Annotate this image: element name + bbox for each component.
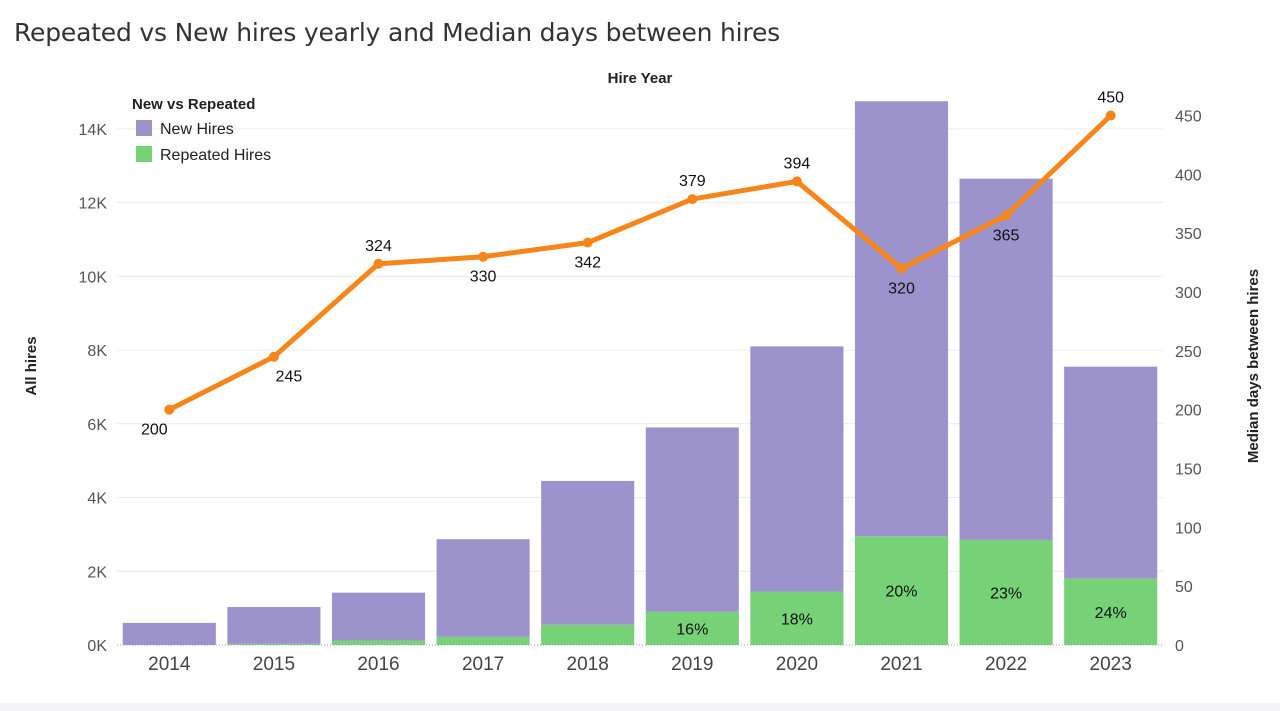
median-days-label: 200	[141, 422, 168, 439]
bar-new-hires	[750, 346, 844, 592]
bar-repeated-hires	[854, 536, 949, 645]
bar-new-hires	[541, 480, 635, 625]
y2-tick-label: 0	[1175, 638, 1184, 655]
bar-repeated-hires	[1064, 578, 1158, 645]
bar-new-hires	[959, 178, 1053, 540]
x-tick-label: 2017	[462, 654, 504, 675]
y-axis-title: All hires	[23, 336, 40, 395]
y-tick-label: 0K	[87, 638, 107, 655]
x-tick-label: 2018	[567, 654, 609, 675]
median-days-point	[791, 176, 802, 187]
y2-tick-label: 400	[1175, 167, 1202, 184]
legend-label-new-hires: New Hires	[160, 121, 234, 138]
median-days-label: 245	[276, 369, 303, 386]
bar-new-hires	[854, 101, 949, 537]
x-tick-label: 2022	[985, 654, 1027, 675]
y2-tick-label: 100	[1175, 520, 1202, 537]
median-days-label: 450	[1097, 90, 1124, 107]
repeated-share-label: 23%	[990, 585, 1022, 602]
repeated-share-label: 24%	[1095, 605, 1127, 622]
x-tick-label: 2016	[357, 654, 399, 675]
repeated-share-label: 18%	[781, 611, 813, 628]
median-days-label: 365	[993, 228, 1020, 245]
y2-tick-label: 250	[1175, 344, 1202, 361]
bar-new-hires	[331, 592, 426, 641]
y-tick-label: 14K	[79, 122, 108, 139]
bar-new-hires	[122, 622, 216, 645]
bar-repeated-hires	[750, 591, 844, 645]
median-days-label: 394	[784, 155, 811, 172]
y2-tick-label: 350	[1175, 226, 1202, 243]
y2-tick-label: 300	[1175, 285, 1202, 302]
median-days-point	[1001, 210, 1012, 221]
median-days-label: 330	[470, 269, 497, 286]
y-tick-label: 10K	[79, 269, 108, 286]
bar-new-hires	[436, 539, 530, 637]
median-days-point	[1105, 110, 1116, 121]
x-tick-label: 2023	[1090, 654, 1132, 675]
legend-swatch-new-hires	[136, 120, 152, 136]
median-days-point	[582, 237, 593, 248]
y2-tick-label: 450	[1175, 109, 1202, 126]
median-days-label: 379	[679, 173, 706, 190]
chart-title: Repeated vs New hires yearly and Median …	[14, 18, 780, 47]
y2-axis-title: Median days between hires	[1245, 269, 1262, 463]
y2-tick-label: 150	[1175, 462, 1202, 479]
median-days-point	[268, 351, 279, 362]
y-tick-label: 6K	[87, 417, 107, 434]
x-tick-label: 2019	[671, 654, 713, 675]
repeated-share-label: 16%	[676, 621, 708, 638]
bar-repeated-hires	[436, 636, 530, 645]
repeated-share-label: 20%	[885, 584, 917, 601]
y-tick-label: 8K	[87, 343, 107, 360]
median-days-point	[896, 263, 907, 274]
x-tick-label: 2020	[776, 654, 818, 675]
bar-repeated-hires	[227, 643, 321, 645]
bar-new-hires	[227, 607, 321, 644]
bar-repeated-hires	[959, 539, 1053, 645]
median-days-line	[166, 113, 1114, 413]
top-axis-title: Hire Year	[608, 70, 673, 87]
legend-title: New vs Repeated	[132, 96, 255, 113]
bar-repeated-hires	[331, 640, 426, 645]
bottom-strip	[0, 703, 1280, 711]
bar-repeated-hires	[645, 611, 739, 645]
median-days-label: 324	[365, 238, 392, 255]
median-days-point	[373, 258, 384, 269]
bar-new-hires	[1064, 366, 1158, 579]
y-tick-label: 4K	[87, 491, 107, 508]
median-days-label: 320	[888, 280, 915, 297]
y2-tick-label: 200	[1175, 403, 1202, 420]
median-days-point	[478, 251, 489, 262]
median-days-point	[687, 194, 698, 205]
legend-swatch-repeated-hires	[136, 146, 152, 162]
y2-tick-label: 50	[1175, 579, 1193, 596]
y-tick-label: 12K	[79, 196, 108, 213]
x-tick-label: 2021	[880, 654, 922, 675]
median-days-label: 342	[574, 255, 601, 272]
y-tick-label: 2K	[87, 564, 107, 581]
bar-repeated-hires	[541, 624, 635, 645]
legend-label-repeated-hires: Repeated Hires	[160, 147, 271, 164]
x-tick-label: 2015	[253, 654, 295, 675]
median-days-point	[164, 404, 175, 415]
bar-new-hires	[645, 427, 739, 612]
x-tick-label: 2014	[148, 654, 191, 675]
